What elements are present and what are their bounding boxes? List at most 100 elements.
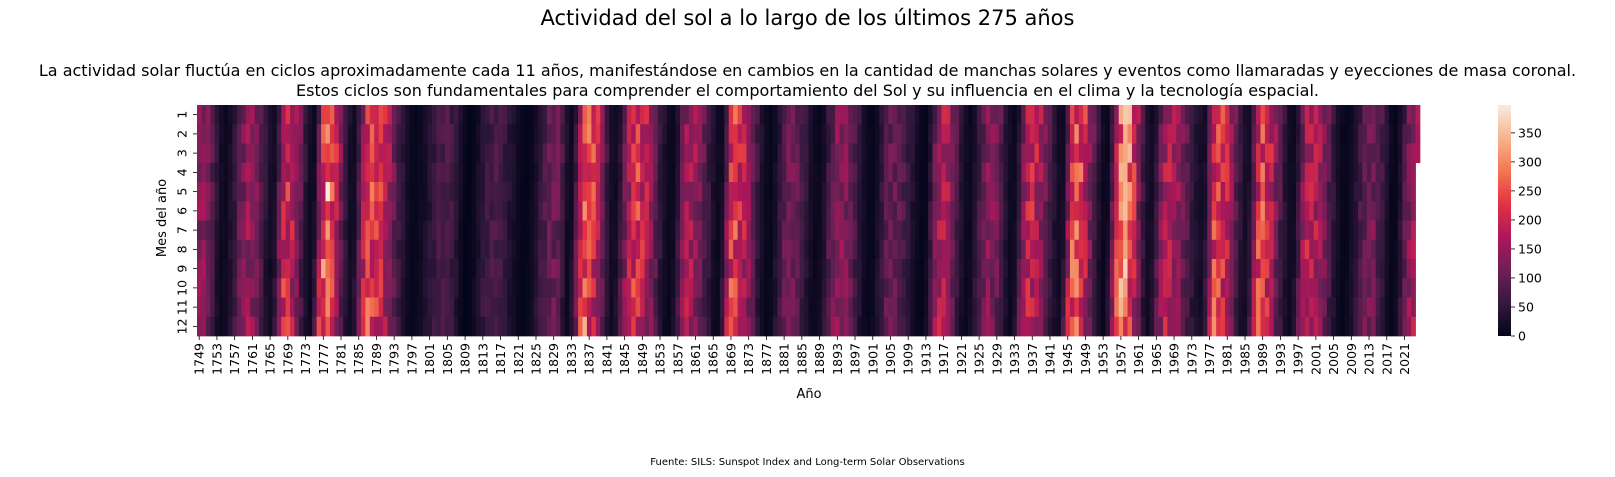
- heatmap-cell: [445, 182, 450, 202]
- heatmap-cell: [648, 278, 654, 298]
- heatmap-cell: [1136, 239, 1142, 260]
- heatmap-cell: [923, 143, 929, 164]
- heatmap-cell: [1406, 297, 1412, 318]
- heatmap-cell: [1123, 201, 1128, 221]
- heatmap-cell: [263, 143, 269, 164]
- heatmap-cell: [569, 201, 574, 221]
- heatmap-cell: [396, 239, 402, 260]
- heatmap-cell: [378, 220, 384, 241]
- heatmap-cell: [228, 239, 233, 260]
- heatmap-cell: [201, 239, 207, 260]
- heatmap-cell: [684, 259, 690, 279]
- heatmap-cell: [1034, 316, 1040, 337]
- heatmap-cell: [1105, 143, 1111, 164]
- heatmap-cell: [263, 201, 269, 221]
- heatmap-cell: [1127, 297, 1133, 318]
- heatmap-cell: [706, 201, 712, 221]
- heatmap-cell: [1278, 124, 1283, 144]
- heatmap-cell: [1012, 239, 1018, 260]
- heatmap-cell: [786, 297, 792, 318]
- heatmap-cell: [1295, 239, 1301, 260]
- heatmap-cell: [680, 297, 685, 318]
- heatmap-cell: [272, 316, 278, 337]
- heatmap-cell: [1083, 162, 1089, 183]
- heatmap-cell: [1140, 143, 1146, 164]
- heatmap-cell: [551, 201, 557, 221]
- heatmap-cell: [316, 259, 322, 279]
- heatmap-cell: [1149, 201, 1155, 221]
- heatmap-cell: [830, 124, 836, 144]
- heatmap-cell: [1220, 162, 1226, 183]
- heatmap-cell: [923, 316, 929, 337]
- heatmap-cell: [254, 182, 260, 202]
- heatmap-cell: [493, 239, 499, 260]
- heatmap-cell: [516, 162, 521, 183]
- heatmap-cell: [325, 239, 331, 260]
- heatmap-cell: [1309, 162, 1314, 183]
- heatmap-cell: [223, 259, 229, 279]
- heatmap-cell: [586, 143, 592, 164]
- heatmap-cell: [467, 220, 473, 241]
- heatmap-cell: [848, 162, 854, 183]
- heatmap-cell: [888, 239, 894, 260]
- heatmap-cell: [795, 297, 800, 318]
- heatmap-cell: [449, 259, 455, 279]
- heatmap-cell: [759, 220, 765, 241]
- heatmap-cell: [312, 239, 317, 260]
- heatmap-cell: [1402, 182, 1408, 202]
- heatmap-cell: [950, 220, 956, 241]
- heatmap-cell: [214, 182, 220, 202]
- heatmap-cell: [1229, 297, 1235, 318]
- heatmap-cell: [870, 259, 876, 279]
- heatmap-cell: [1326, 201, 1332, 221]
- heatmap-cell: [471, 220, 477, 241]
- heatmap-cell: [613, 297, 619, 318]
- heatmap-cell: [241, 239, 247, 260]
- heatmap-cell: [981, 259, 987, 279]
- heatmap-cell: [1194, 297, 1199, 318]
- heatmap-cell: [303, 316, 309, 337]
- heatmap-cell: [1140, 278, 1146, 298]
- heatmap-cell: [790, 316, 796, 337]
- heatmap-cell: [994, 182, 1000, 202]
- heatmap-cell: [418, 259, 424, 279]
- heatmap-cell: [1025, 182, 1031, 202]
- heatmap-cell: [671, 143, 676, 164]
- heatmap-cell: [737, 182, 743, 202]
- heatmap-cell: [347, 143, 353, 164]
- heatmap-cell: [564, 278, 570, 298]
- heatmap-cell: [1335, 143, 1341, 164]
- heatmap-cell: [994, 316, 1000, 337]
- heatmap-cell: [883, 143, 889, 164]
- heatmap-cell: [693, 124, 699, 144]
- heatmap-cell: [1331, 316, 1337, 337]
- heatmap-cell: [1003, 259, 1009, 279]
- heatmap-cell: [1331, 105, 1337, 125]
- heatmap-cell: [897, 182, 902, 202]
- heatmap-cell: [298, 220, 304, 241]
- heatmap-cell: [1380, 162, 1385, 183]
- heatmap-cell: [826, 316, 831, 337]
- heatmap-cell: [950, 316, 956, 337]
- heatmap-cell: [821, 259, 827, 279]
- heatmap-cell: [1145, 220, 1151, 241]
- heatmap-cell: [937, 239, 942, 260]
- heatmap-cell: [458, 162, 464, 183]
- heatmap-cell: [617, 297, 623, 318]
- heatmap-cell: [697, 239, 703, 260]
- heatmap-cell: [883, 316, 889, 337]
- heatmap-cell: [622, 124, 628, 144]
- heatmap-cell: [586, 220, 592, 241]
- heatmap-cell: [937, 220, 942, 241]
- x-tick-label: 1765: [263, 343, 278, 375]
- x-tick-label: 1817: [493, 343, 508, 375]
- heatmap-cell: [1003, 124, 1009, 144]
- heatmap-cell: [1349, 297, 1354, 318]
- heatmap-cell: [502, 297, 508, 318]
- heatmap-cell: [516, 182, 521, 202]
- heatmap-cell: [874, 259, 880, 279]
- heatmap-cell: [1012, 162, 1018, 183]
- heatmap-cell: [236, 162, 242, 183]
- heatmap-cell: [312, 201, 317, 221]
- heatmap-cell: [852, 316, 858, 337]
